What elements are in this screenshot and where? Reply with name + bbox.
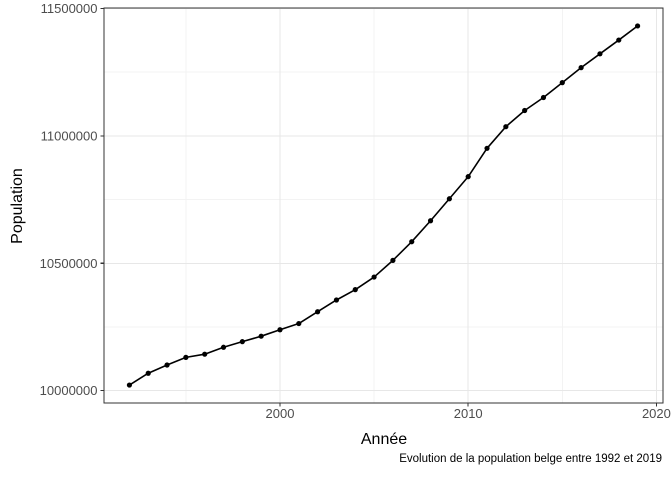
y-tick-label: 10000000 (40, 383, 98, 398)
data-point (371, 274, 377, 280)
data-point (522, 107, 528, 114)
data-point (333, 297, 340, 303)
data-point (258, 333, 264, 339)
data-point (578, 65, 584, 71)
panel-border (103, 7, 664, 404)
data-point (484, 145, 490, 151)
x-axis-title: Année (360, 431, 408, 448)
y-tick-labels: 10000000 10500000 11000000 11500000 (40, 1, 98, 398)
data-point (239, 339, 245, 345)
data-points (126, 23, 641, 388)
x-tick-labels: 2000 2010 2020 (266, 406, 671, 421)
y-tick-label: 11000000 (41, 128, 98, 143)
data-point (164, 362, 170, 368)
data-point (277, 327, 283, 333)
panel-background (104, 8, 663, 403)
data-point (616, 37, 622, 43)
grid-minor (104, 8, 663, 403)
data-point (465, 174, 471, 180)
data-point (390, 257, 396, 263)
data-point (315, 309, 321, 315)
data-point (183, 354, 189, 360)
data-point (352, 287, 358, 293)
data-point (503, 124, 509, 130)
data-point (126, 382, 133, 388)
chart-caption: Evolution de la population belge entre 1… (399, 453, 662, 465)
data-point (634, 23, 641, 29)
data-point (220, 344, 227, 350)
y-axis-title: Population (9, 168, 26, 244)
data-point (296, 320, 302, 327)
y-tick-label: 11500000 (41, 1, 98, 16)
data-point (559, 80, 565, 86)
grid-major (104, 7, 663, 403)
x-tick-label: 2020 (642, 406, 671, 421)
data-point (202, 351, 208, 357)
data-point (597, 51, 603, 57)
x-tick-label: 2000 (266, 406, 295, 421)
data-point (540, 94, 547, 101)
data-point (427, 218, 434, 224)
y-tick-label: 10500000 (40, 256, 98, 271)
x-tick-label: 2010 (454, 406, 483, 421)
data-point (145, 370, 151, 376)
data-point (409, 239, 415, 245)
data-line (128, 25, 639, 386)
data-point (446, 196, 452, 202)
axis-ticks (100, 7, 657, 407)
